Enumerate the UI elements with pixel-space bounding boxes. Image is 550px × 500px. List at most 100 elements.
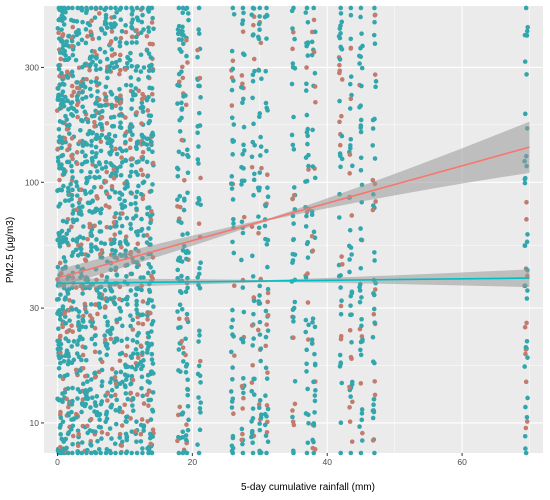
data-point xyxy=(92,223,97,229)
data-point xyxy=(134,64,140,69)
data-point xyxy=(347,257,352,262)
data-point xyxy=(133,201,138,206)
data-point xyxy=(76,314,81,319)
data-point xyxy=(179,290,184,296)
data-point xyxy=(292,299,298,305)
data-point xyxy=(347,405,352,410)
data-point xyxy=(62,136,68,141)
data-point xyxy=(112,237,117,242)
data-point xyxy=(359,316,364,322)
data-point xyxy=(79,251,85,257)
data-point xyxy=(119,338,124,344)
data-point xyxy=(139,19,145,25)
data-point xyxy=(290,142,296,148)
data-point xyxy=(183,102,189,108)
data-point xyxy=(98,26,104,31)
data-point xyxy=(66,189,71,194)
data-point xyxy=(89,32,94,38)
data-point xyxy=(251,192,256,198)
data-point xyxy=(148,220,153,226)
data-point xyxy=(129,373,135,379)
data-point xyxy=(79,5,85,11)
data-point xyxy=(70,175,75,180)
data-point xyxy=(112,190,118,195)
data-point xyxy=(309,39,315,45)
data-point xyxy=(148,208,154,214)
data-point xyxy=(87,224,93,230)
data-point xyxy=(58,56,64,62)
data-point xyxy=(140,12,145,18)
data-point xyxy=(98,5,103,11)
data-point xyxy=(372,258,377,263)
data-point xyxy=(304,361,309,367)
data-point xyxy=(292,378,298,384)
data-point xyxy=(358,155,364,161)
data-point xyxy=(117,67,123,73)
data-point xyxy=(123,377,129,382)
data-point xyxy=(252,68,257,74)
data-point xyxy=(140,321,146,327)
data-point xyxy=(146,226,151,231)
data-point xyxy=(117,43,123,49)
data-point xyxy=(120,323,125,329)
data-point xyxy=(291,335,296,341)
data-point xyxy=(258,144,264,149)
data-point xyxy=(257,421,262,426)
data-point xyxy=(124,182,129,187)
data-point xyxy=(64,69,70,75)
data-point xyxy=(241,309,247,315)
data-point xyxy=(303,317,309,323)
data-point xyxy=(140,446,145,451)
data-point xyxy=(372,5,377,11)
data-point xyxy=(229,174,235,179)
data-point xyxy=(239,437,245,443)
data-point xyxy=(240,29,246,34)
data-point xyxy=(111,220,117,225)
data-point xyxy=(133,213,139,219)
data-point xyxy=(144,48,150,53)
data-point xyxy=(133,86,138,91)
data-point xyxy=(58,333,63,339)
data-point xyxy=(291,319,296,324)
data-point xyxy=(74,217,80,223)
data-point xyxy=(197,123,203,128)
data-point xyxy=(240,441,245,447)
data-point xyxy=(87,174,92,180)
data-point xyxy=(180,411,185,417)
data-point xyxy=(97,229,103,234)
data-point xyxy=(99,273,105,278)
data-point xyxy=(264,242,270,247)
data-point xyxy=(180,450,186,456)
data-point xyxy=(249,164,255,170)
data-point xyxy=(107,64,113,69)
data-point xyxy=(198,358,203,364)
data-point xyxy=(67,297,72,303)
y-tick-label: 100 xyxy=(25,177,39,187)
data-point xyxy=(525,355,530,360)
data-point xyxy=(312,324,318,330)
data-point xyxy=(230,5,236,11)
data-point xyxy=(250,253,255,259)
data-point xyxy=(140,312,146,317)
data-point xyxy=(80,19,85,25)
data-point xyxy=(311,450,317,456)
data-point xyxy=(70,73,76,79)
data-point xyxy=(372,320,377,325)
data-point xyxy=(59,153,64,159)
data-point xyxy=(62,297,68,302)
data-point xyxy=(148,188,154,194)
data-point xyxy=(348,354,354,360)
data-point xyxy=(57,316,63,322)
data-point xyxy=(61,42,66,48)
data-point xyxy=(147,118,153,124)
data-point xyxy=(129,25,135,31)
data-point xyxy=(257,14,262,19)
data-point xyxy=(371,291,376,296)
data-point xyxy=(58,346,63,351)
data-point xyxy=(133,194,139,200)
data-point xyxy=(141,423,147,428)
data-point xyxy=(311,5,317,11)
data-point xyxy=(370,203,376,208)
data-point xyxy=(146,25,151,30)
data-point xyxy=(138,191,144,197)
